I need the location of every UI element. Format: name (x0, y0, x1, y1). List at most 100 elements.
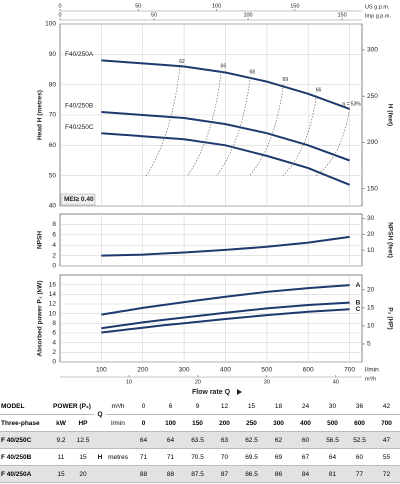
efficiency-label: 68 (250, 69, 256, 75)
table-cell: 250 (238, 414, 266, 432)
y-tick-label: 4 (52, 242, 56, 249)
y2-tick-label: 10 (367, 323, 375, 330)
y2-tick-label: 150 (367, 185, 378, 192)
table-cell: 63.5 (184, 431, 212, 449)
table-cell: 52.5 (346, 431, 374, 449)
iso-efficiency-line (145, 66, 181, 177)
table-cell: F 40/250C (0, 431, 50, 449)
table-cell: 12.5 (72, 431, 95, 449)
header-cell: MODEL (0, 398, 50, 415)
table-cell: 86 (265, 465, 293, 483)
top-tick-label: 50 (151, 12, 157, 18)
table-cell: 500 (319, 414, 347, 432)
table-cell: 55 (373, 448, 400, 466)
y-tick-label: 100 (45, 21, 56, 28)
iso-efficiency-line (315, 108, 350, 177)
y-tick-label: 50 (49, 172, 57, 179)
x-tick-label: 700 (344, 367, 355, 374)
top-tick-label: 150 (290, 3, 299, 9)
curve (101, 301, 350, 330)
table-cell: 70.5 (184, 448, 212, 466)
y-tick-label: 8 (52, 221, 56, 228)
table-cell: 300 (265, 414, 293, 432)
table-cell: 600 (346, 414, 374, 432)
y2-tick-label: 5 (367, 341, 371, 348)
data-row: F 40/250C 9.2 12.5 64 64 63.5 63 62.5 62 60 56.5 52… (0, 431, 400, 449)
x2-tick-label: 10 (126, 379, 132, 385)
y-tick-label: 0 (52, 263, 56, 270)
table-cell: 700 (373, 414, 400, 432)
table-cell: 88 (130, 465, 158, 483)
table-cell: 12 (211, 398, 239, 415)
y2-axis-label: NPSH (feet) (386, 222, 393, 258)
header-row: Three-phase kW HP l/min 0 100 150 200 250 300… (0, 414, 400, 432)
top-tick-label: 0 (58, 12, 61, 18)
y-tick-label: 6 (52, 232, 56, 239)
x-tick-label: 600 (303, 367, 314, 374)
iso-efficiency-line (187, 70, 222, 177)
y-tick-label: 0 (52, 359, 56, 366)
y-tick-label: 90 (49, 51, 57, 58)
y-tick-label: 8 (52, 320, 56, 327)
x-unit: l/min (365, 367, 379, 374)
efficiency-label: 62 (179, 59, 185, 65)
table-cell: 6 (157, 398, 185, 415)
table-cell: F 40/250B (0, 448, 50, 466)
x-axis-label: Flow rate Q (192, 389, 231, 396)
table-cell (106, 465, 131, 483)
table-cell: H (94, 448, 107, 466)
plot-area (59, 274, 363, 363)
y-tick-label: 2 (52, 349, 56, 356)
series-label: C (356, 306, 361, 313)
table-cell: 15 (72, 448, 95, 466)
data-table: MODEL POWER (P₂) Q m³/h 0 6 9 12 15 18 24 30 36 4… (0, 398, 400, 483)
y2-tick-label: 20 (367, 287, 375, 294)
x-tick-label: 500 (261, 367, 272, 374)
y-tick-label: 70 (49, 112, 57, 119)
table-cell: 400 (292, 414, 320, 432)
table-cell: 24 (292, 398, 320, 415)
table-cell: 60 (346, 448, 374, 466)
table-cell: 64 (157, 431, 185, 449)
table-cell: 36 (346, 398, 374, 415)
unit-cell: m³/h (106, 398, 131, 415)
x-tick-label: 100 (96, 367, 107, 374)
table-cell: F 40/250A (0, 465, 50, 483)
series-label: B (356, 299, 361, 306)
table-cell: 87 (211, 465, 239, 483)
table-cell: 200 (211, 414, 239, 432)
efficiency-label: 66 (316, 88, 322, 94)
table-cell: 42 (373, 398, 400, 415)
table-body: MODEL POWER (P₂) Q m³/h 0 6 9 12 15 18 24 30 36 4… (0, 398, 400, 483)
efficiency-label: η = 53% (342, 101, 361, 107)
x-tick-label: 200 (137, 367, 148, 374)
y-axis-label: Absorbed power P₂ (kW) (37, 280, 44, 356)
header-cell: POWER (P₂) (50, 398, 95, 415)
table-cell: 77 (346, 465, 374, 483)
efficiency-label: 69 (283, 77, 289, 83)
y-tick-label: 60 (49, 142, 57, 149)
curve (101, 59, 350, 110)
series-label: F40/250A (65, 51, 94, 58)
unit-cell: l/min (106, 414, 131, 432)
series-label: F40/250B (65, 103, 93, 110)
x-tick-label: 400 (220, 367, 231, 374)
table-cell (94, 431, 107, 449)
table-cell: 11 (50, 448, 72, 466)
x-tick-label: 300 (179, 367, 190, 374)
table-cell: 88 (157, 465, 185, 483)
y-tick-label: 80 (49, 81, 57, 88)
y-tick-label: 10 (49, 310, 57, 317)
header-cell: Q (94, 398, 107, 432)
table-cell: 15 (238, 398, 266, 415)
table-cell: 100 (157, 414, 185, 432)
table-cell: 62 (265, 431, 293, 449)
y-tick-label: 6 (52, 330, 56, 337)
top-tick-label: 150 (337, 12, 346, 18)
x2-tick-label: 40 (333, 379, 339, 385)
top-tick-label: 100 (243, 12, 252, 18)
arrow (237, 389, 242, 395)
y2-tick-label: 250 (367, 93, 378, 100)
top-tick-label: 100 (212, 3, 221, 9)
